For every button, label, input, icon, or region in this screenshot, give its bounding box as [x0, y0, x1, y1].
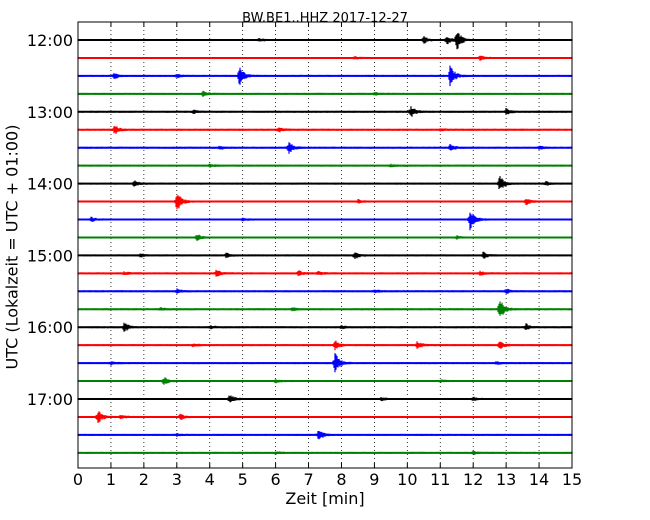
x-tick-label: 15 [562, 470, 582, 489]
y-tick-label: 12:00 [27, 31, 73, 50]
y-tick-label: 16:00 [27, 318, 73, 337]
y-tick-label: 17:00 [27, 390, 73, 409]
x-tick-label: 9 [369, 470, 379, 489]
y-tick-label: 13:00 [27, 103, 73, 122]
x-tick-label: 0 [73, 470, 83, 489]
trace-14:00 [77, 176, 573, 189]
x-tick-label: 7 [303, 470, 313, 489]
x-tick-label: 3 [172, 470, 182, 489]
x-tick-label: 14 [529, 470, 549, 489]
x-tick-label: 8 [336, 470, 346, 489]
x-tick-label: 5 [238, 470, 248, 489]
x-tick-label: 12 [463, 470, 483, 489]
trace-14:30 [77, 212, 573, 231]
y-axis-label: UTC (Lokalzeit = UTC + 01:00) [2, 124, 22, 370]
x-axis-label: Zeit [min] [285, 489, 365, 508]
x-tick-label: 11 [430, 470, 450, 489]
trace-12:00 [77, 33, 573, 50]
x-tick-label: 13 [496, 470, 516, 489]
x-tick-label: 4 [205, 470, 215, 489]
x-tick-label: 10 [397, 470, 417, 489]
plot-frame [77, 21, 573, 469]
y-tick-label: 15:00 [27, 246, 73, 265]
x-tick-label: 2 [139, 470, 149, 489]
y-tick-label: 14:00 [27, 175, 73, 194]
x-tick-label: 1 [106, 470, 116, 489]
x-tick-label: 6 [271, 470, 281, 489]
